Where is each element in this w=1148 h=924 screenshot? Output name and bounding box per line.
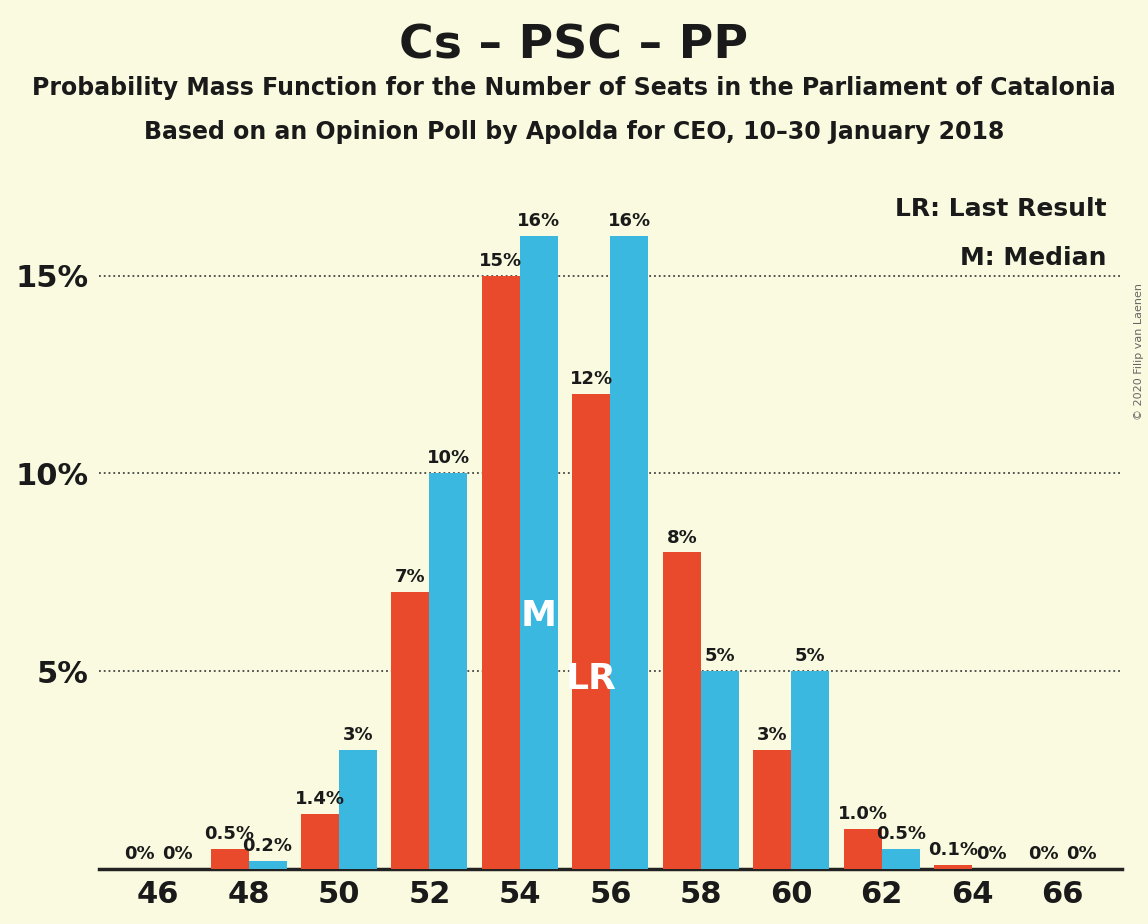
Bar — [611, 236, 649, 869]
Bar — [210, 849, 248, 869]
Bar — [429, 473, 467, 869]
Text: 1.4%: 1.4% — [295, 790, 346, 808]
Bar — [520, 236, 558, 869]
Text: 16%: 16% — [607, 213, 651, 230]
Text: © 2020 Filip van Laenen: © 2020 Filip van Laenen — [1134, 283, 1143, 419]
Text: Probability Mass Function for the Number of Seats in the Parliament of Catalonia: Probability Mass Function for the Number… — [32, 76, 1116, 100]
Bar — [301, 813, 339, 869]
Bar — [844, 830, 882, 869]
Text: 7%: 7% — [395, 568, 426, 586]
Text: 0%: 0% — [1029, 845, 1060, 863]
Text: LR: LR — [566, 662, 616, 696]
Bar — [700, 671, 739, 869]
Text: Based on an Opinion Poll by Apolda for CEO, 10–30 January 2018: Based on an Opinion Poll by Apolda for C… — [144, 120, 1004, 144]
Text: 8%: 8% — [667, 529, 697, 546]
Text: 12%: 12% — [569, 371, 613, 388]
Text: 1.0%: 1.0% — [838, 806, 887, 823]
Text: 0.5%: 0.5% — [204, 825, 255, 844]
Text: 0%: 0% — [976, 845, 1007, 863]
Bar — [339, 750, 377, 869]
Bar — [934, 865, 972, 869]
Text: 5%: 5% — [796, 647, 825, 665]
Text: 15%: 15% — [480, 251, 522, 270]
Text: 0.2%: 0.2% — [242, 837, 293, 855]
Text: 16%: 16% — [518, 213, 560, 230]
Bar — [391, 592, 429, 869]
Bar — [753, 750, 791, 869]
Bar — [482, 275, 520, 869]
Text: 3%: 3% — [342, 726, 373, 745]
Bar — [882, 849, 920, 869]
Text: 0.1%: 0.1% — [929, 841, 978, 859]
Text: 10%: 10% — [427, 449, 470, 468]
Text: 0%: 0% — [162, 845, 193, 863]
Text: 3%: 3% — [757, 726, 788, 745]
Text: 0%: 0% — [1066, 845, 1097, 863]
Text: 5%: 5% — [705, 647, 735, 665]
Text: M: M — [521, 599, 557, 633]
Bar — [791, 671, 829, 869]
Text: M: Median: M: Median — [960, 246, 1107, 270]
Bar — [248, 861, 287, 869]
Text: 0%: 0% — [124, 845, 154, 863]
Text: LR: Last Result: LR: Last Result — [894, 198, 1107, 222]
Text: Cs – PSC – PP: Cs – PSC – PP — [400, 23, 748, 68]
Bar — [573, 395, 611, 869]
Bar — [662, 553, 700, 869]
Text: 0.5%: 0.5% — [876, 825, 925, 844]
